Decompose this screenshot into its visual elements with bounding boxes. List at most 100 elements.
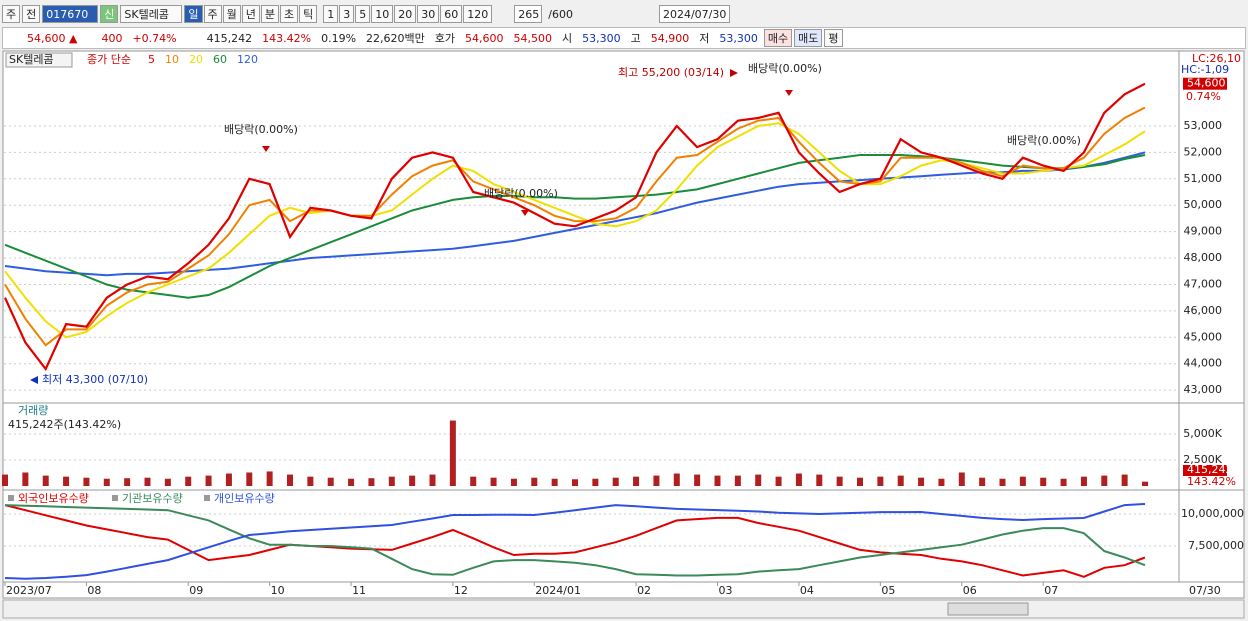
toolbar-button[interactable]: 1 [323, 5, 339, 23]
volume-bar [857, 477, 863, 486]
volume-bar [368, 478, 375, 486]
volume-bar [734, 475, 741, 486]
volume-bar [124, 478, 131, 486]
annotation-arrow [30, 376, 38, 384]
toolbar-button[interactable]: 월 [222, 5, 241, 23]
name-box [5, 52, 73, 68]
annotation: 배당락(0.00%) [1007, 134, 1081, 147]
toolbar-button[interactable]: 일 [184, 5, 203, 23]
legend-entry: 60 [213, 53, 227, 66]
legend-entry: 10 [165, 53, 179, 66]
price: 54,600 ▲ [27, 31, 78, 45]
quote-bar: 54,600 ▲ 400 +0.74% 415,242 143.42% 0.19… [2, 27, 1246, 49]
count[interactable]: 265 [514, 5, 543, 23]
volume-bar [144, 477, 151, 486]
avg-button[interactable]: 평 [824, 29, 843, 47]
x-tick-label: 08 [87, 584, 101, 597]
y-tick-label: 51,000 [1184, 172, 1223, 185]
side-label: LC:26,10 [1192, 52, 1241, 65]
legend-swatch [112, 495, 118, 501]
volume-bar [999, 478, 1006, 486]
volume-bar [490, 477, 497, 486]
volume-bar [592, 478, 599, 486]
y-tick-label: 45,000 [1184, 330, 1223, 343]
sell-button[interactable]: 매도 [794, 29, 823, 47]
toolbar-button[interactable]: 틱 [299, 5, 318, 23]
volume-bar [307, 476, 314, 486]
volume-bar [958, 472, 965, 486]
new-tag: 신 [100, 5, 119, 23]
low: 53,300 [719, 31, 758, 45]
toolbar-button[interactable]: 3 [339, 5, 355, 23]
toolbar-button[interactable]: 주 [203, 5, 222, 23]
bid: 54,500 [513, 31, 553, 45]
volume-ratio: 143.42% [262, 31, 312, 45]
y-tick-label: 7,500,000 [1188, 539, 1244, 552]
volume-bar [755, 474, 762, 486]
volume-bar [2, 474, 8, 486]
toolbar-button[interactable]: 30 [417, 5, 440, 23]
chart-title: SK텔레콤 [9, 53, 54, 66]
side-label: HC:-1,09 [1181, 63, 1229, 76]
x-tick-label: 11 [352, 584, 366, 597]
annotation-arrow [785, 90, 793, 96]
volume-bar [1121, 474, 1128, 486]
legend-entry: 20 [189, 53, 203, 66]
volume-bar [551, 478, 558, 486]
volume-bar [1142, 481, 1148, 486]
volume-bar [185, 476, 192, 486]
volume-bar [429, 474, 436, 486]
volume-bar [714, 475, 721, 486]
toolbar-button[interactable]: 5 [355, 5, 371, 23]
volume-bar [388, 476, 395, 486]
toolbar-button[interactable]: 년 [241, 5, 260, 23]
toolbar-button[interactable]: 초 [280, 5, 299, 23]
annotation-arrow [262, 146, 270, 152]
code[interactable]: 017670 [42, 5, 99, 23]
date[interactable]: 2024/07/30 [658, 5, 731, 23]
volume-bar [510, 478, 517, 486]
legend-swatch [8, 495, 14, 501]
mode[interactable]: 전 [22, 5, 41, 23]
bid-label: 호가 [434, 32, 456, 45]
volume-bar [938, 478, 945, 486]
volume-bar [918, 477, 925, 486]
toolbar-button[interactable]: 10 [371, 5, 394, 23]
legend-entry: 개인보유수량 [214, 492, 275, 505]
series-line [4, 503, 1146, 580]
x-tick-label: 10 [271, 584, 285, 597]
volume-bar [42, 475, 49, 486]
y-tick-label: 5,000K [1183, 427, 1222, 440]
x-tick-label: 07/30 [1189, 584, 1221, 597]
volume-bar [287, 474, 293, 486]
series-line [4, 504, 1146, 577]
y-tick-label: 50,000 [1184, 198, 1223, 211]
volume-bar [795, 473, 802, 486]
toolbar-button[interactable]: 20 [394, 5, 417, 23]
toolbar-button[interactable]: 분 [260, 5, 279, 23]
volume-bar [877, 476, 884, 486]
low-label: 저 [699, 32, 710, 45]
volume-bar [633, 476, 640, 486]
volume-bar [572, 479, 578, 486]
high-label: 고 [630, 32, 641, 45]
market[interactable]: 주 [2, 5, 21, 23]
volume-bar [348, 478, 355, 486]
toolbar-button[interactable]: 120 [463, 5, 493, 23]
scrollbar[interactable] [2, 599, 1245, 619]
toolbar-button[interactable]: 60 [440, 5, 463, 23]
open-label: 시 [562, 32, 573, 45]
scroll-thumb[interactable] [947, 602, 1029, 616]
buy-button[interactable]: 매수 [763, 29, 793, 47]
legend-prefix: 종가 단순 [87, 53, 131, 66]
stock-name[interactable]: SK텔레콤 [120, 5, 183, 23]
volume-bar [225, 473, 232, 486]
change: 400 [101, 31, 123, 45]
annotation-arrow [521, 210, 529, 216]
volume-bar [327, 477, 334, 486]
x-tick-label: 12 [454, 584, 468, 597]
series-line [3, 82, 1146, 372]
volume-bar [673, 473, 680, 486]
